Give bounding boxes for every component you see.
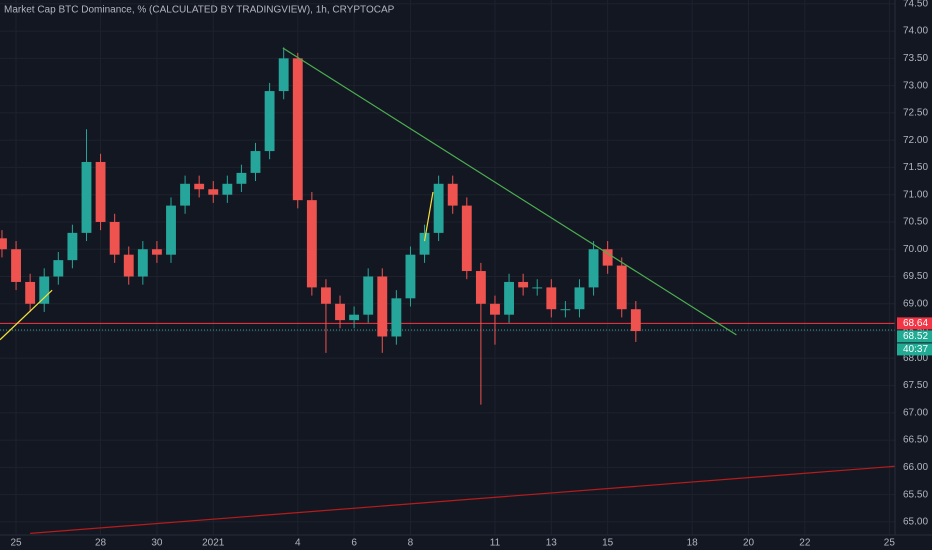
candle-body	[222, 183, 233, 195]
y-tick-label: 70.00	[903, 244, 928, 255]
y-tick-label: 72.00	[903, 135, 928, 146]
candle-body	[236, 172, 247, 184]
candle-body	[264, 91, 275, 152]
candle-body	[391, 298, 402, 337]
x-tick-label: 6	[351, 538, 357, 549]
candle-body	[39, 276, 50, 304]
y-tick-label: 74.50	[903, 0, 928, 9]
y-tick-label: 65.50	[903, 489, 928, 500]
candle-body	[630, 309, 641, 332]
candle-body	[574, 287, 585, 310]
x-tick-label: 13	[546, 538, 558, 549]
candle-body	[137, 249, 148, 277]
x-tick-label: 22	[799, 538, 811, 549]
x-tick-label: 2021	[202, 538, 225, 549]
y-tick-label: 71.00	[903, 189, 928, 200]
x-tick-label: 8	[408, 538, 414, 549]
candle-body	[67, 232, 78, 261]
y-tick-label: 69.50	[903, 271, 928, 282]
plot-area	[0, 47, 895, 534]
x-tick-label: 25	[10, 538, 22, 549]
x-tick-label: 4	[295, 538, 301, 549]
price-label-box	[897, 330, 932, 343]
y-tick-label: 65.00	[903, 517, 928, 528]
price-label: 68.64	[903, 318, 928, 329]
candle-body	[433, 183, 444, 233]
candle-body	[180, 183, 191, 206]
y-tick-label: 67.50	[903, 380, 928, 391]
candle-body	[25, 281, 36, 304]
candle-body	[109, 221, 120, 255]
candle-body	[560, 309, 571, 311]
candle-body	[349, 314, 360, 321]
candle-body	[292, 58, 303, 201]
y-tick-label: 73.00	[903, 80, 928, 91]
y-tick-label: 70.50	[903, 217, 928, 228]
candle-body	[335, 303, 345, 321]
candle-body	[616, 265, 627, 310]
x-tick-label: 18	[687, 538, 699, 549]
x-tick-label: 15	[602, 538, 614, 549]
candle-body	[166, 205, 176, 255]
candle-body	[461, 205, 472, 272]
candle-body	[475, 271, 486, 304]
y-tick-label: 73.50	[903, 53, 928, 64]
candle-body	[447, 183, 458, 206]
candle-body	[532, 287, 543, 289]
candle-body	[405, 254, 416, 299]
x-tick-label: 20	[743, 538, 755, 549]
x-tick-label: 30	[151, 538, 163, 549]
y-tick-label: 74.00	[903, 26, 928, 37]
candle-body	[53, 260, 64, 277]
y-tick-label: 69.00	[903, 298, 928, 309]
candle-body	[278, 58, 289, 92]
candle-body	[602, 249, 613, 266]
candle-body	[95, 161, 106, 222]
candle-body	[377, 276, 388, 337]
trend-line	[282, 47, 737, 336]
candle-body	[0, 238, 7, 250]
chart-title: Market Cap BTC Dominance, % (CALCULATED …	[4, 5, 395, 16]
price-label-box	[897, 317, 932, 330]
candle-body	[419, 232, 430, 255]
trend-line	[30, 465, 895, 534]
y-tick-label: 66.00	[903, 462, 928, 473]
x-tick-label: 25	[884, 538, 896, 549]
y-tick-label: 67.00	[903, 407, 928, 418]
y-tick-label: 66.50	[903, 435, 928, 446]
grid	[0, 0, 895, 535]
candle-body	[250, 151, 261, 173]
candle-body	[504, 281, 514, 315]
candle-body	[518, 281, 529, 288]
candle-body	[194, 183, 205, 190]
candle-body	[321, 287, 331, 304]
countdown: 40:37	[903, 344, 928, 355]
candle-body	[11, 249, 21, 282]
candle-body	[306, 200, 317, 288]
y-tick-label: 68.00	[903, 353, 928, 364]
countdown-box	[897, 343, 932, 356]
y-tick-label: 72.50	[903, 108, 928, 119]
trend-line	[423, 191, 434, 242]
price-label: 68.52	[903, 331, 928, 342]
candle-body	[123, 254, 134, 277]
y-tick-label: 71.50	[903, 162, 928, 173]
candle-body	[546, 287, 557, 310]
candle-body	[363, 276, 374, 315]
candle-body	[151, 249, 162, 255]
candle-body	[490, 303, 500, 315]
candle-body	[588, 249, 599, 288]
trend-line	[0, 289, 53, 341]
axes: 65.0065.5066.0066.5067.0067.5068.0068.50…	[10, 0, 932, 549]
candle-body	[208, 189, 219, 195]
x-tick-label: 28	[95, 538, 107, 549]
x-tick-label: 11	[490, 538, 501, 549]
candle-body	[81, 161, 92, 233]
